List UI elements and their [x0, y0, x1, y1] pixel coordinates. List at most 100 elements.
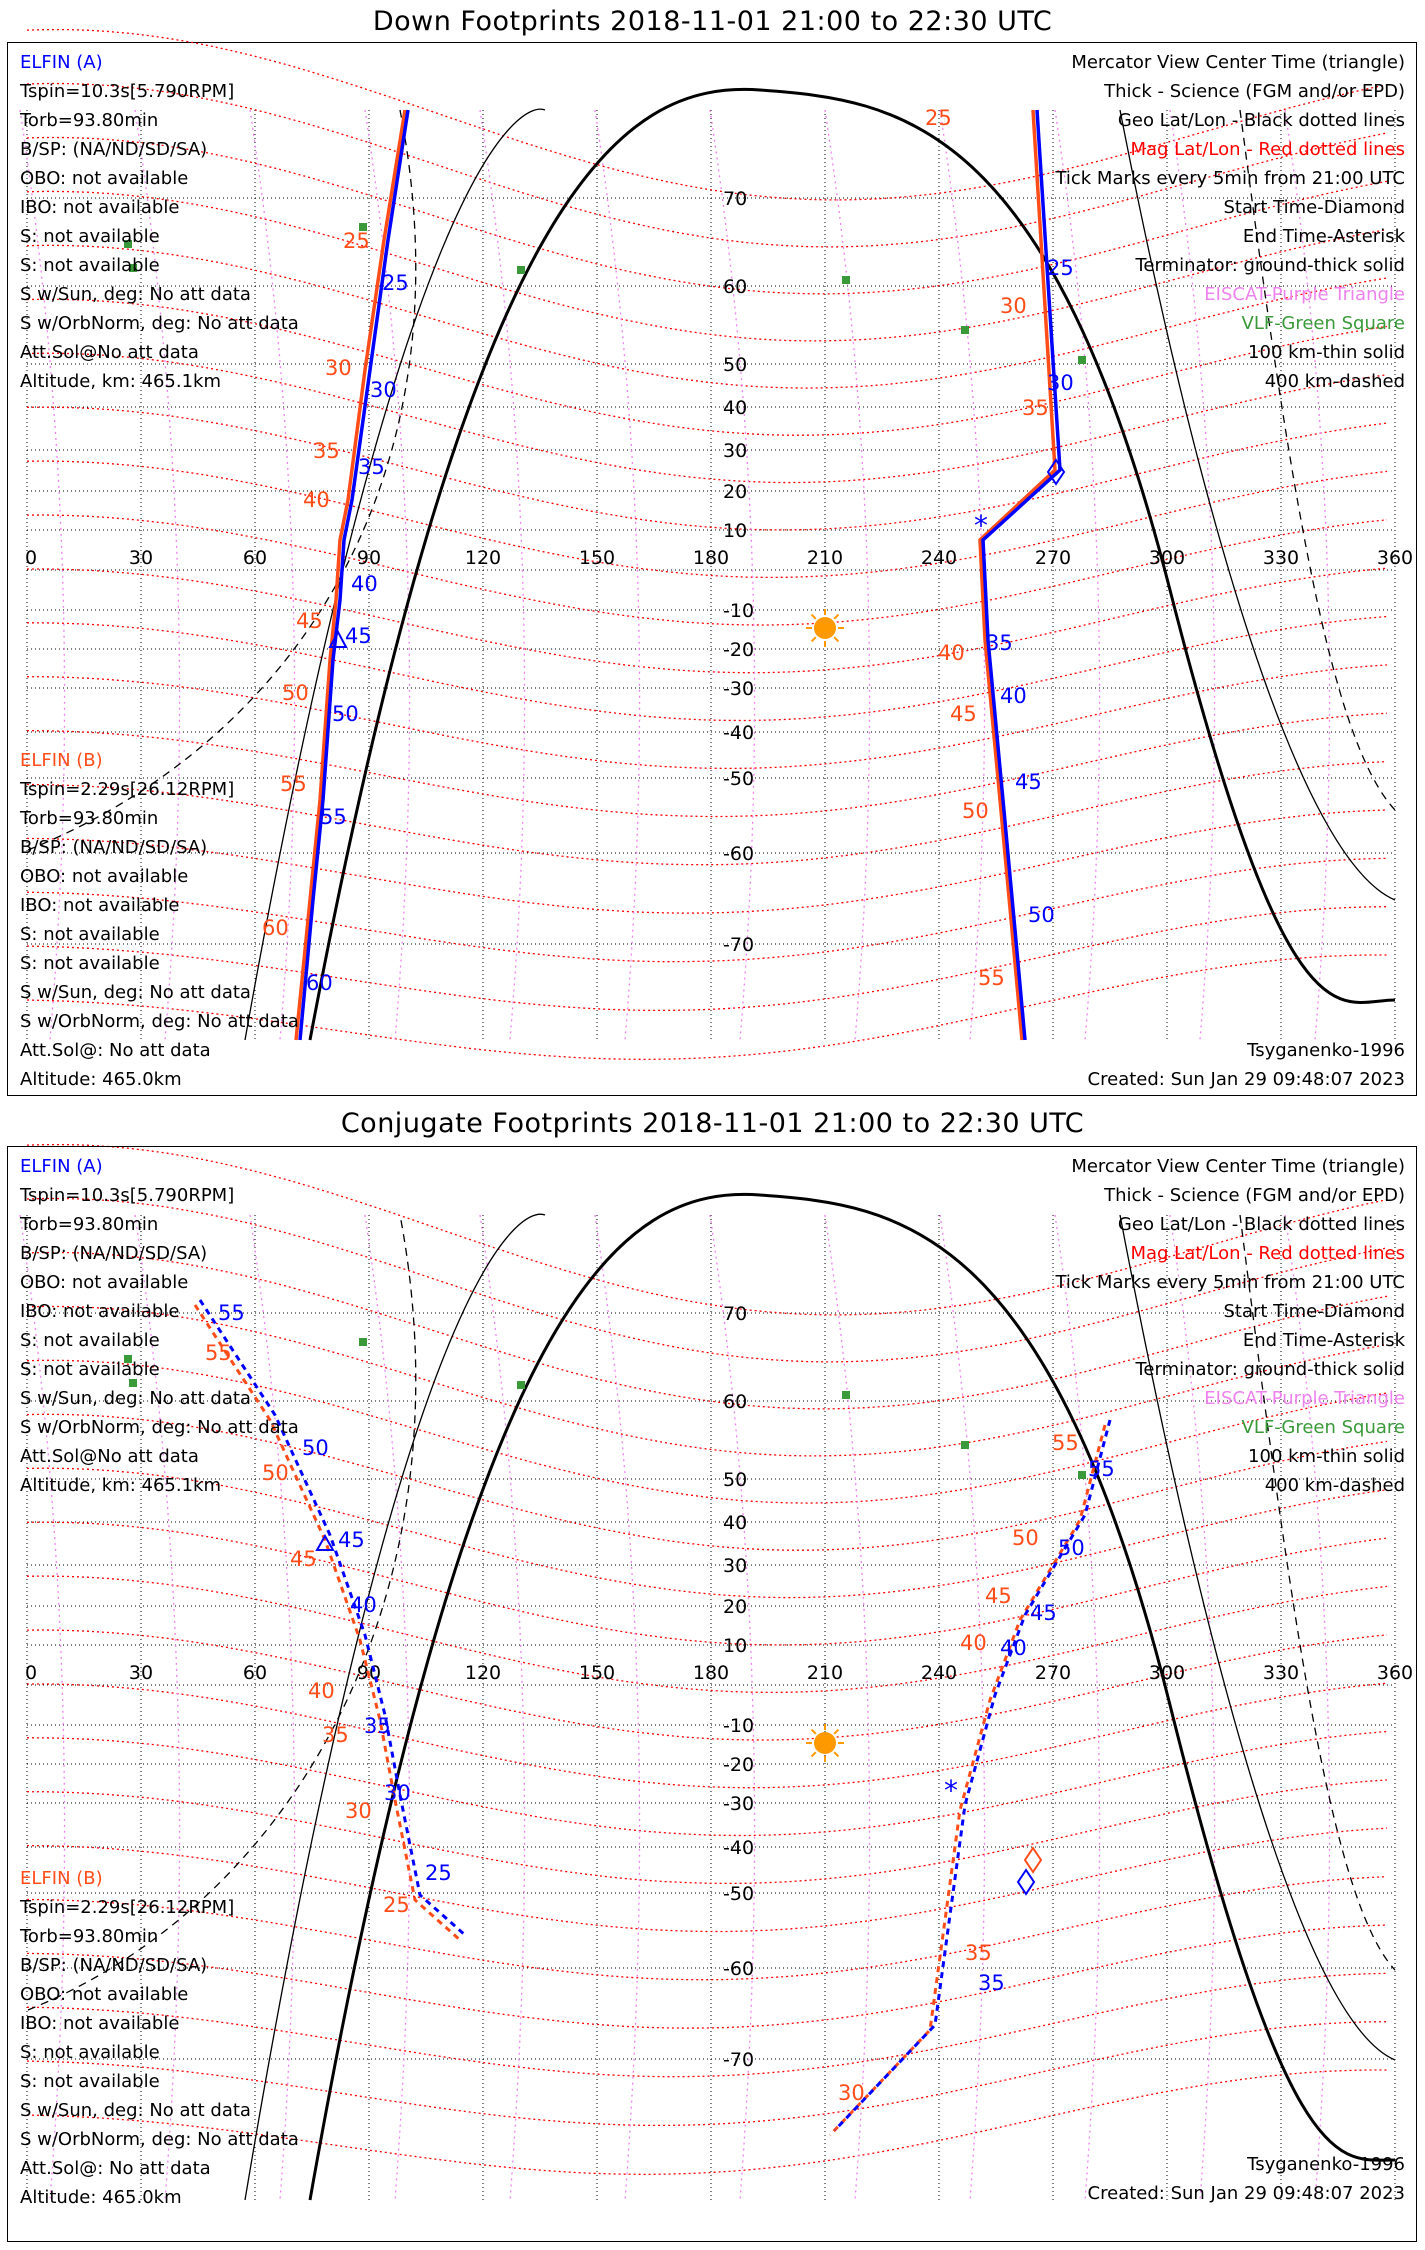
vlf-square [961, 1441, 969, 1449]
lat-tick-label: 40 [723, 397, 747, 419]
conj-track-a-west-tick-label: 50 [302, 1436, 329, 1460]
info-line: Tspin=10.3s[5.790RPM] [20, 1185, 235, 1206]
mag-lon-line [19, 1214, 66, 2201]
mag-lon-line [594, 109, 641, 1041]
info-line: Altitude: 465.0km [20, 1069, 182, 1090]
elfin-a-label: ELFIN (A) [20, 1156, 103, 1177]
down-track-a-west-tick-label: 45 [345, 624, 372, 648]
elfin-a-info-down: ELFIN (A) Tspin=10.3s[5.790RPM] Torb=93.8… [20, 48, 299, 396]
down-track-a-east [981, 109, 1062, 1041]
legend-entry: Terminator: ground-thick solid [1135, 1359, 1405, 1380]
sun-ray [833, 1751, 840, 1758]
mag-lat-line [26, 615, 1388, 722]
mag-lon-line [1284, 1214, 1331, 2201]
panel-frame-down [7, 42, 1417, 1096]
conj-track-a-west-tick-label: 35 [364, 1714, 391, 1738]
conj-track-b-east-tick-label: 35 [965, 1941, 992, 1965]
conj-track-a-west-tick-label: 30 [384, 1781, 411, 1805]
mag-lon-line [1054, 1214, 1101, 2201]
down-track-a-west-tick-label: 25 [382, 271, 409, 295]
legend-entry: 400 km-dashed [1264, 371, 1405, 392]
elfin-a-info-conjugate: ELFIN (A) Tspin=10.3s[5.790RPM] Torb=93.8… [20, 1152, 299, 1500]
info-line: S: not available [20, 924, 160, 945]
conj-track-b-west [193, 1304, 461, 1942]
down-track-b-west-tick-label: 45 [296, 609, 323, 633]
lat-tick-label: 60 [723, 1391, 747, 1413]
lat-tick-label: 30 [723, 440, 747, 462]
mag-lat-line [26, 28, 1388, 201]
lat-tick-label: 40 [723, 1512, 747, 1534]
mag-lon-line [594, 1214, 641, 2201]
mag-lat-line [26, 1521, 1388, 1646]
lon-tick-label: 240 [921, 547, 957, 569]
mag-lon-line [939, 1214, 986, 2201]
model-down: Tsyganenko-1996 [1247, 1040, 1405, 1061]
vlf-square [359, 223, 367, 231]
terminator-ground [308, 1192, 1396, 2201]
map-conj [19, 1143, 1396, 2201]
end-asterisk: * [974, 509, 988, 542]
lat-tick-label: 60 [723, 276, 747, 298]
info-line: Torb=93.80min [20, 808, 159, 829]
info-line: S: not available [20, 255, 160, 276]
legend-entry: End Time-Asterisk [1242, 1330, 1405, 1351]
lon-tick-label: 90 [357, 547, 381, 569]
conj-track-a-east-tick-label: 45 [1030, 1601, 1057, 1625]
lat-tick-label: -60 [723, 843, 754, 865]
info-line: Att.Sol@No att data [20, 342, 199, 363]
lon-tick-label: 0 [25, 1662, 37, 1684]
lon-tick-label: 60 [243, 547, 267, 569]
down-track-b-east-tick-label: 40 [938, 641, 965, 665]
conj-track-a-west [198, 1299, 466, 1937]
lon-tick-label: 0 [25, 547, 37, 569]
mag-lat-line [26, 760, 1388, 866]
mag-lat-line [26, 82, 1388, 248]
sun-ray [810, 636, 817, 643]
conj-track-a-east-tick-label: 40 [1000, 1636, 1027, 1660]
legend-down: Mercator View Center Time (triangle) Thic… [1055, 48, 1405, 396]
panel-frame-conjugate [7, 1146, 1417, 2242]
info-line: S: not available [20, 2042, 160, 2063]
lat-tick-label: 70 [723, 188, 747, 210]
mag-lon-line [479, 1214, 526, 2201]
lat-tick-label: 70 [723, 1303, 747, 1325]
lon-tick-label: 270 [1035, 1662, 1071, 1684]
conj-track-b-east-tick-label: 45 [985, 1584, 1012, 1608]
info-line: S w/OrbNorm, deg: No att data [20, 2129, 299, 2150]
view-center-triangle [315, 1533, 335, 1551]
info-line: OBO: not available [20, 1984, 189, 2005]
down-track-b-east-tick-label: 30 [1000, 294, 1027, 318]
legend-entry: Terminator: ground-thick solid [1135, 255, 1405, 276]
down-track-b-west [294, 109, 407, 1041]
mag-lat-line [26, 1827, 1388, 1933]
info-line: S: not available [20, 1330, 160, 1351]
mag-lat-line [26, 1629, 1388, 1741]
info-line: S: not available [20, 1359, 160, 1380]
info-line: OBO: not available [20, 168, 189, 189]
lat-tick-label: -70 [723, 2049, 754, 2071]
legend-entry: Geo Lat/Lon - Black dotted lines [1117, 1214, 1405, 1235]
info-line: Altitude, km: 465.1km [20, 371, 222, 392]
conj-track-b-west-tick-label: 50 [262, 1461, 289, 1485]
info-line: Tspin=10.3s[5.790RPM] [20, 81, 235, 102]
legend-entry: Tick Marks every 5min from 21:00 UTC [1055, 1272, 1405, 1293]
info-line: OBO: not available [20, 1272, 189, 1293]
lat-tick-label: 30 [723, 1555, 747, 1577]
legend-entry: VLF-Green Square [1241, 1417, 1405, 1438]
lat-tick-label: -30 [723, 678, 754, 700]
sun-ray [810, 1751, 817, 1758]
lat-tick-label: -70 [723, 934, 754, 956]
lon-tick-label: 330 [1263, 1662, 1299, 1684]
info-line: S w/Sun, deg: No att data [20, 2100, 251, 2121]
conj-track-b-west-tick-label: 40 [308, 1679, 335, 1703]
vlf-square [1078, 1471, 1086, 1479]
conj-track-a-east [833, 1419, 1112, 2132]
info-line: IBO: not available [20, 197, 180, 218]
info-line: Torb=93.80min [20, 1926, 159, 1947]
down-track-a-east-tick-label: 25 [1047, 256, 1074, 280]
mag-lat-line [26, 809, 1388, 914]
down-track-a-west-tick-label: 40 [351, 572, 378, 596]
down-track-b-west-tick-label: 55 [280, 772, 307, 796]
down-track-a-east-tick-label: 50 [1028, 903, 1055, 927]
